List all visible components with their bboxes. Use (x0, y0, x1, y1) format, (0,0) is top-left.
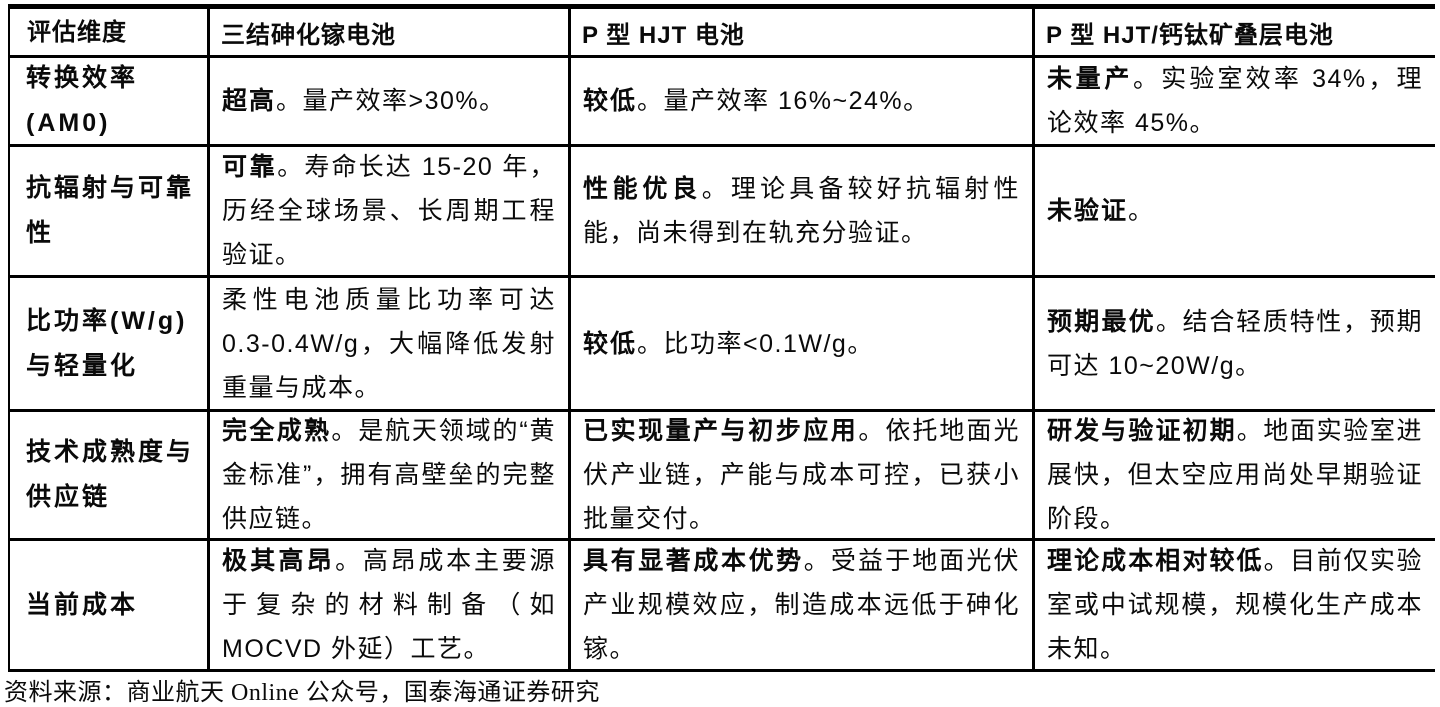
cell-detail-text: 。依托地面光伏产业链，产能与成本可控，已获小批量交付。 (583, 417, 1020, 533)
cell-lead-text: 较低 (583, 87, 638, 115)
header-hjt-battery: P 型 HJT 电池 (568, 9, 1032, 55)
cell-lead-text: 较低 (583, 329, 638, 358)
cell-gaas-specific-power: 柔性电池质量比功率可达 0.3-0.4W/g，大幅降低发射重量与成本。 (207, 278, 568, 409)
table-row-maturity-supply-chain: 技术成熟度与 供应链 完全成熟。是航天领域的“黄金标准”，拥有高壁垒的完整供应链… (10, 412, 1435, 541)
cell-tandem-efficiency: 未量产。实验室效率 34%，理论效率 45%。 (1032, 58, 1435, 144)
cell-detail-text: 。目前仅实验室或中试规模，规模化生产成本未知。 (1047, 547, 1423, 663)
cell-lead-text: 未验证 (1047, 197, 1129, 225)
cell-lead-text: 性能优良 (583, 175, 702, 203)
source-note: 资料来源：商业航天 Online 公众号，国泰海通证券研究 (4, 680, 600, 706)
table-row-radiation-reliability: 抗辐射与可靠 性 可靠。寿命长达 15-20 年，历经全球场景、长周期工程验证。… (10, 147, 1435, 278)
cell-lead-text: 理论成本相对较低 (1047, 547, 1264, 575)
cell-hjt-cost: 具有显著成本优势。受益于地面光伏产业规模效应，制造成本远低于砷化镓。 (568, 541, 1032, 669)
cell-tandem-cost: 理论成本相对较低。目前仅实验室或中试规模，规模化生产成本未知。 (1032, 541, 1435, 669)
row-label: 抗辐射与可靠 性 (26, 174, 195, 247)
table-row-conversion-efficiency: 转换效率 (AM0) 超高。量产效率>30%。 较低。量产效率 16%~24%。… (10, 58, 1435, 147)
cell-detail-text: 。寿命长达 15-20 年，历经全球场景、长周期工程验证。 (222, 153, 556, 269)
battery-comparison-table: 评估维度 三结砷化镓电池 P 型 HJT 电池 P 型 HJT/钙钛矿叠层电池 … (8, 4, 1435, 672)
cell-detail-text: 。理论具备较好抗辐射性能，尚未得到在轨充分验证。 (583, 175, 1020, 247)
cell-hjt-efficiency: 较低。量产效率 16%~24%。 (568, 58, 1032, 144)
cell-gaas-cost: 极其高昂。高昂成本主要源于复杂的材料制备（如 MOCVD 外延）工艺。 (207, 541, 568, 669)
row-label: 当前成本 (26, 590, 139, 619)
cell-detail-text: 。结合轻质特性，预期可达 10~20W/g。 (1047, 307, 1423, 380)
table-row-specific-power: 比功率(W/g) 与轻量化 柔性电池质量比功率可达 0.3-0.4W/g，大幅降… (10, 278, 1435, 412)
cell-detail-text: 。是航天领域的“黄金标准”，拥有高壁垒的完整供应链。 (222, 417, 556, 533)
cell-lead-text: 完全成熟 (222, 417, 332, 445)
cell-hjt-specific-power: 较低。比功率<0.1W/g。 (568, 278, 1032, 409)
cell-detail-text: 。受益于地面光伏产业规模效应，制造成本远低于砷化镓。 (583, 547, 1020, 663)
cell-detail-text: 柔性电池质量比功率可达 0.3-0.4W/g，大幅降低发射重量与成本。 (222, 285, 556, 402)
cell-hjt-maturity: 已实现量产与初步应用。依托地面光伏产业链，产能与成本可控，已获小批量交付。 (568, 412, 1032, 538)
cell-hjt-reliability: 性能优良。理论具备较好抗辐射性能，尚未得到在轨充分验证。 (568, 147, 1032, 275)
cell-gaas-reliability: 可靠。寿命长达 15-20 年，历经全球场景、长周期工程验证。 (207, 147, 568, 275)
cell-detail-text: 。高昂成本主要源于复杂的材料制备（如 MOCVD 外延）工艺。 (222, 547, 556, 663)
cell-detail-text: 。比功率<0.1W/g。 (637, 329, 874, 358)
row-label: 技术成熟度与 供应链 (26, 438, 195, 511)
cell-gaas-maturity: 完全成熟。是航天领域的“黄金标准”，拥有高壁垒的完整供应链。 (207, 412, 568, 538)
table-row-current-cost: 当前成本 极其高昂。高昂成本主要源于复杂的材料制备（如 MOCVD 外延）工艺。… (10, 541, 1435, 672)
header-dimension: 评估维度 (27, 18, 127, 46)
cell-tandem-reliability: 未验证。 (1032, 147, 1435, 275)
cell-tandem-maturity: 研发与验证初期。地面实验室进展快，但太空应用尚处早期验证阶段。 (1032, 412, 1435, 538)
cell-detail-text: 。 (1128, 197, 1155, 225)
cell-lead-text: 超高 (222, 87, 277, 115)
cell-detail-text: 。实验室效率 34%，理论效率 45%。 (1047, 65, 1423, 137)
row-label: 转换效率 (AM0) (26, 64, 139, 137)
cell-detail-text: 。量产效率 16%~24%。 (637, 87, 930, 115)
cell-lead-text: 极其高昂 (222, 547, 336, 575)
cell-lead-text: 可靠 (222, 153, 278, 181)
cell-lead-text: 具有显著成本优势 (583, 547, 804, 575)
cell-detail-text: 。地面实验室进展快，但太空应用尚处早期验证阶段。 (1047, 417, 1423, 533)
row-label: 比功率(W/g) 与轻量化 (26, 306, 188, 380)
cell-lead-text: 研发与验证初期 (1047, 417, 1237, 445)
cell-gaas-efficiency: 超高。量产效率>30%。 (207, 58, 568, 144)
cell-detail-text: 。量产效率>30%。 (276, 87, 506, 115)
cell-lead-text: 未量产 (1047, 65, 1134, 93)
cell-tandem-specific-power: 预期最优。结合轻质特性，预期可达 10~20W/g。 (1032, 278, 1435, 409)
header-hjt-perovskite-battery: P 型 HJT/钙钛矿叠层电池 (1032, 9, 1435, 55)
table-header-row: 评估维度 三结砷化镓电池 P 型 HJT 电池 P 型 HJT/钙钛矿叠层电池 (10, 9, 1435, 58)
cell-lead-text: 预期最优 (1047, 307, 1156, 336)
cell-lead-text: 已实现量产与初步应用 (583, 417, 859, 445)
header-gaas-battery: 三结砷化镓电池 (207, 9, 568, 55)
